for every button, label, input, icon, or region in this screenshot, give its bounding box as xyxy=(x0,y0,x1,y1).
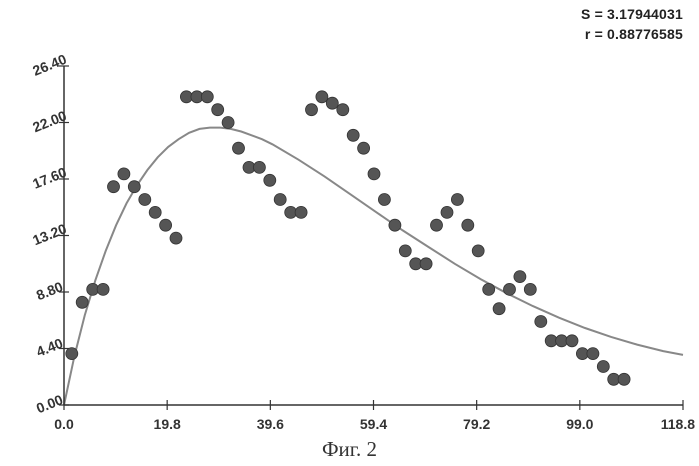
data-point xyxy=(316,91,328,103)
data-point xyxy=(212,104,224,116)
data-point xyxy=(358,142,370,154)
x-tick-label: 19.8 xyxy=(154,416,181,432)
y-tick-label: 4.40 xyxy=(34,335,65,360)
x-tick-label: 59.4 xyxy=(360,416,387,432)
data-point xyxy=(504,283,516,295)
data-point xyxy=(347,129,359,141)
data-point xyxy=(378,194,390,206)
y-tick-label: 0.00 xyxy=(34,391,65,416)
data-point xyxy=(118,168,130,180)
data-point xyxy=(483,283,495,295)
data-point xyxy=(201,91,213,103)
data-point xyxy=(264,174,276,186)
y-tick-label: 8.80 xyxy=(34,278,65,303)
data-point xyxy=(295,206,307,218)
y-tick-label: 22.00 xyxy=(30,107,69,135)
data-point xyxy=(587,348,599,360)
data-point xyxy=(108,181,120,193)
data-point xyxy=(514,271,526,283)
data-point xyxy=(535,316,547,328)
data-point xyxy=(76,296,88,308)
data-point xyxy=(420,258,432,270)
data-point xyxy=(222,117,234,129)
data-point xyxy=(431,219,443,231)
x-tick-label: 0.0 xyxy=(54,416,74,432)
y-tick-label: 13.20 xyxy=(30,220,69,248)
x-tick-label: 79.2 xyxy=(463,416,490,432)
x-tick-label: 118.8 xyxy=(661,416,695,432)
data-point xyxy=(524,283,536,295)
data-point xyxy=(128,181,140,193)
data-point xyxy=(441,206,453,218)
data-point xyxy=(160,219,172,231)
data-point xyxy=(451,194,463,206)
y-tick-label: 26.40 xyxy=(30,51,69,79)
y-tick-label: 17.60 xyxy=(30,164,69,192)
data-point xyxy=(66,348,78,360)
data-point xyxy=(368,168,380,180)
data-point xyxy=(493,303,505,315)
data-point xyxy=(597,361,609,373)
data-point xyxy=(618,373,630,385)
x-tick-label: 39.6 xyxy=(257,416,284,432)
data-point xyxy=(139,194,151,206)
figure-caption: Фиг. 2 xyxy=(0,437,699,462)
data-point xyxy=(326,97,338,109)
data-point xyxy=(274,194,286,206)
x-tick-label: 99.0 xyxy=(566,416,593,432)
data-point xyxy=(566,335,578,347)
data-point xyxy=(170,232,182,244)
data-point xyxy=(462,219,474,231)
data-point xyxy=(306,104,318,116)
data-point xyxy=(472,245,484,257)
data-point xyxy=(253,161,265,173)
data-point xyxy=(337,104,349,116)
data-point xyxy=(97,283,109,295)
data-point xyxy=(233,142,245,154)
data-point xyxy=(399,245,411,257)
data-point xyxy=(149,206,161,218)
data-point xyxy=(389,219,401,231)
